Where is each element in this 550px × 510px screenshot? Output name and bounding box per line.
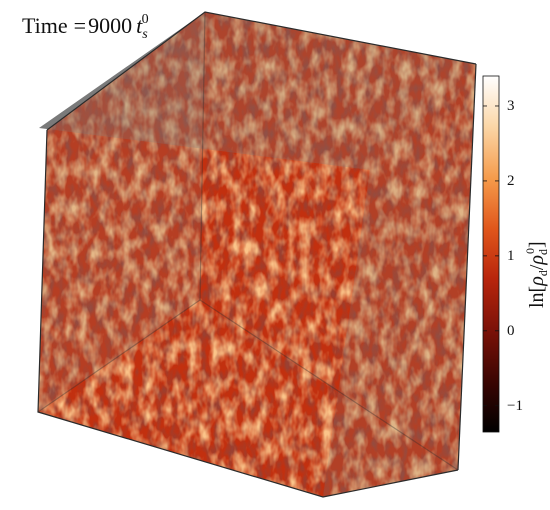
title-subscript: s [142,27,148,42]
title-label: Time [22,13,68,38]
cube-edges [37,11,477,498]
colorbar-tick-label: −1 [507,397,523,414]
colorbar-label-subscript: d [536,270,550,277]
title-value: 9000 [88,13,133,38]
colorbar-tick-label: 0 [507,322,515,339]
colorbar-ticks [483,105,499,407]
title-operator: = [73,13,87,38]
colorbar-tick-label: 1 [507,247,515,264]
colorbar-tick-label: 3 [507,97,515,114]
plot-title: Time =9000 ts0 [22,12,149,43]
colorbar-label-symbol-2: ρ [526,254,548,265]
title-superscript: 0 [141,12,149,27]
colorbar-label-symbol: ρ [526,276,548,286]
colorbar-label-prefix: ln [526,292,548,308]
colorbar-label-subscript-2: d [536,248,550,255]
colorbar [482,75,500,433]
density-field [38,12,476,497]
title-variable: t [136,13,143,38]
colorbar-label-superscript: 0 [523,247,537,254]
colorbar-label: ln[ρd/ρd0] [523,241,550,308]
colorbar-tick-label: 2 [507,172,515,189]
